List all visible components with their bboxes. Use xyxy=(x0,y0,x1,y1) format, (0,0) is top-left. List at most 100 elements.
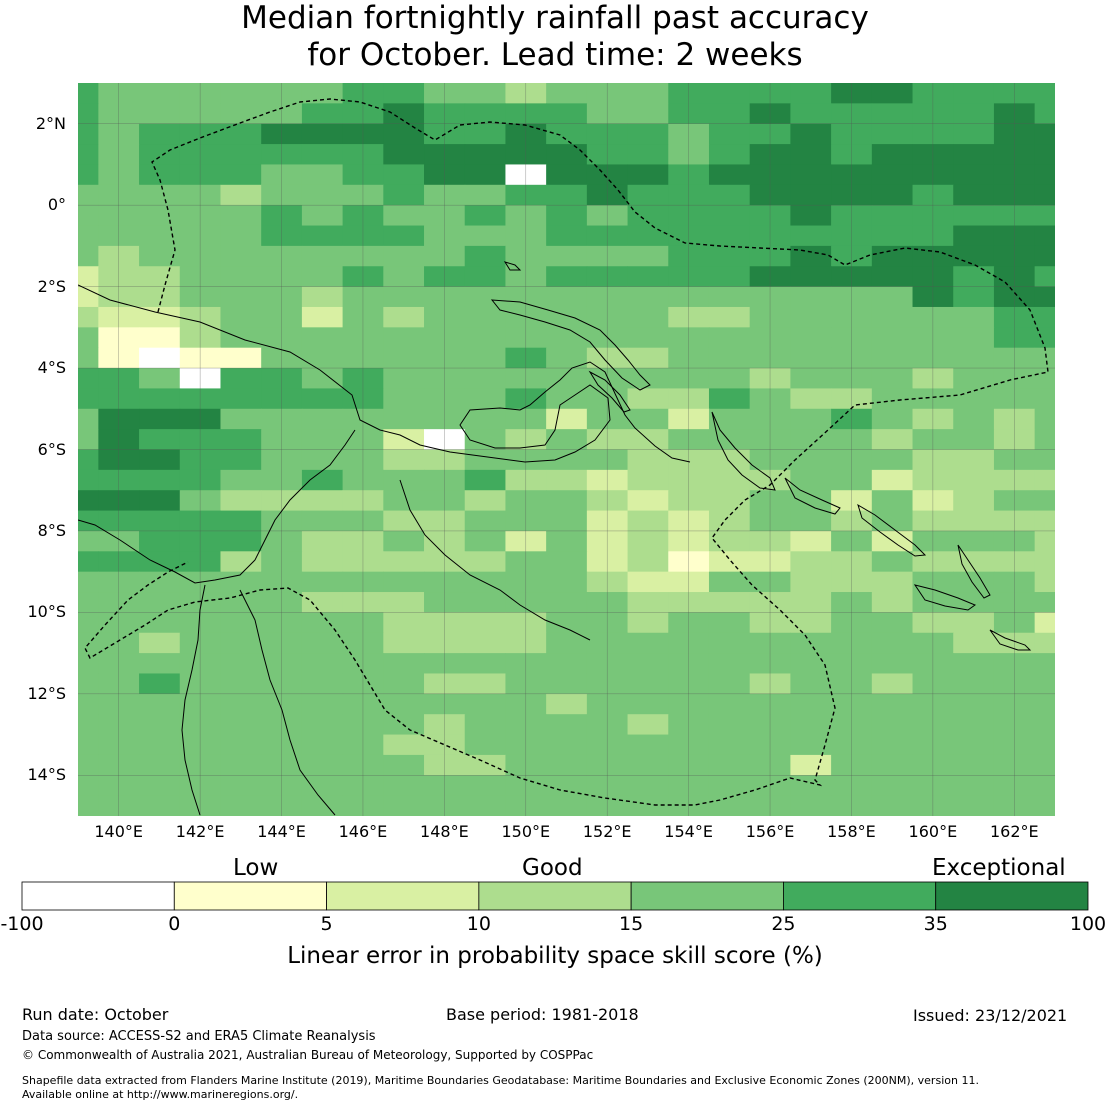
skill-cell xyxy=(953,306,995,328)
skill-cell xyxy=(586,612,629,634)
skill-cell xyxy=(708,225,751,247)
skill-cell xyxy=(586,775,629,797)
skill-cell xyxy=(78,164,99,186)
skill-cell xyxy=(953,754,995,776)
skill-cell xyxy=(871,408,914,430)
skill-cell xyxy=(383,83,425,104)
skill-cell xyxy=(383,469,425,491)
skill-cell xyxy=(871,775,914,797)
skill-cell xyxy=(383,775,425,797)
skill-cell xyxy=(383,266,425,288)
skill-cell xyxy=(1034,653,1055,674)
skill-cell xyxy=(627,653,669,674)
skill-cell xyxy=(383,225,425,247)
skill-cell xyxy=(790,775,832,797)
skill-cell xyxy=(871,612,914,634)
skill-cell xyxy=(139,103,181,125)
skill-cell xyxy=(790,693,832,715)
run-date: Run date: October xyxy=(22,1005,169,1024)
skill-cell xyxy=(790,347,832,369)
skill-cell xyxy=(586,306,629,328)
skill-cell xyxy=(139,286,181,308)
skill-cell xyxy=(831,673,873,695)
skill-cell xyxy=(790,286,832,308)
skill-cell xyxy=(627,571,669,593)
skill-cell xyxy=(831,775,873,797)
skill-cell xyxy=(627,408,669,430)
skill-cell xyxy=(464,795,506,816)
skill-cell xyxy=(464,714,506,736)
skill-cell xyxy=(953,653,995,674)
skill-cell xyxy=(586,469,629,491)
skill-cell xyxy=(301,469,344,491)
skill-cell xyxy=(383,164,425,186)
skill-cell xyxy=(1034,103,1055,125)
skill-cell xyxy=(464,306,506,328)
colorbar-tick: 0 xyxy=(168,913,181,935)
skill-cell xyxy=(790,714,832,736)
skill-cell xyxy=(831,530,873,552)
skill-cell xyxy=(220,775,262,797)
skill-cell xyxy=(301,653,344,674)
skill-cell xyxy=(78,653,99,674)
category-good-label: Good xyxy=(522,855,583,881)
shapefile-credit-line2: Available online at http://www.marinereg… xyxy=(22,1088,299,1101)
skill-cell xyxy=(953,388,995,410)
skill-cell xyxy=(953,266,995,288)
skill-cell xyxy=(301,225,344,247)
skill-cell xyxy=(261,530,303,552)
skill-cell xyxy=(464,469,506,491)
skill-cell xyxy=(871,673,914,695)
skill-cell xyxy=(627,632,669,654)
skill-cell xyxy=(586,266,629,288)
skill-cell xyxy=(78,612,99,634)
skill-cell xyxy=(871,388,914,410)
latitude-label: 2°N xyxy=(35,113,66,133)
latitude-label: 8°S xyxy=(37,520,66,540)
skill-cell xyxy=(1034,693,1055,715)
skill-cell xyxy=(546,632,588,654)
skill-cell xyxy=(383,632,425,654)
skill-cell xyxy=(831,368,873,389)
skill-cell xyxy=(78,388,99,410)
skill-cell xyxy=(871,123,914,145)
skill-cell xyxy=(627,245,669,267)
skill-cell xyxy=(383,347,425,369)
colorbar-bin xyxy=(478,881,632,911)
skill-cell xyxy=(546,795,588,816)
skill-cell xyxy=(78,225,99,247)
skill-cell xyxy=(139,673,181,695)
map-title-line2: for October. Lead time: 2 weeks xyxy=(307,37,803,73)
skill-cell xyxy=(586,144,629,165)
skill-cell xyxy=(220,144,262,165)
manus-coast xyxy=(503,261,522,271)
skill-cell xyxy=(546,429,588,450)
skill-cell xyxy=(1034,144,1055,165)
skill-cell xyxy=(1034,306,1055,328)
skill-cell xyxy=(708,347,751,369)
skill-cell xyxy=(301,164,344,186)
skill-cell xyxy=(871,103,914,125)
latitude-label: 0° xyxy=(47,195,66,215)
skill-cell xyxy=(464,123,506,145)
skill-cell xyxy=(546,551,588,573)
skill-cell xyxy=(708,612,751,634)
longitude-label: 148°E xyxy=(420,822,469,841)
skill-cell xyxy=(790,653,832,674)
skill-cell xyxy=(790,123,832,145)
skill-cell xyxy=(831,693,873,715)
skill-cell xyxy=(464,612,506,634)
longitude-label: 154°E xyxy=(664,822,713,841)
colorbar-tick: 15 xyxy=(619,913,644,935)
skill-cell xyxy=(871,795,914,816)
skill-cell xyxy=(261,632,303,654)
skill-cell xyxy=(383,245,425,267)
skill-cell xyxy=(383,449,425,471)
skill-cell xyxy=(586,490,629,512)
skill-cell xyxy=(383,103,425,125)
skill-cell xyxy=(220,632,262,654)
skill-cell xyxy=(627,775,669,797)
new-britain-coast xyxy=(490,299,651,391)
skill-cell xyxy=(139,754,181,776)
skill-cell xyxy=(627,83,669,104)
